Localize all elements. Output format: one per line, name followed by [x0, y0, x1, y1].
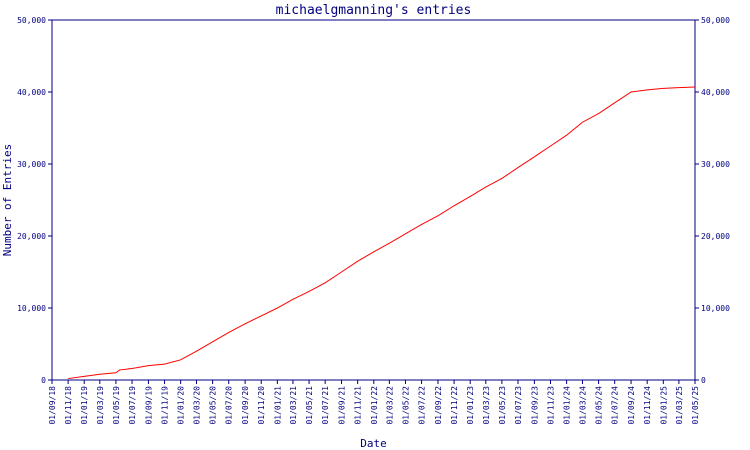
x-tick-label: 01/07/23	[514, 386, 523, 425]
x-axis: 01/09/18 01/11/18 01/01/19 01/03/19 01/05/19…	[48, 380, 700, 425]
x-tick-label: 01/11/21	[354, 386, 363, 425]
x-tick-label: 01/03/21	[289, 386, 298, 425]
x-tick-label: 01/11/19	[161, 386, 170, 425]
chart-title: michaelgmanning's entries	[276, 3, 472, 18]
x-tick-label: 01/01/21	[273, 386, 282, 425]
x-tick-label: 01/09/21	[338, 386, 347, 425]
x-tick-label: 01/03/22	[385, 386, 394, 425]
x-tick-label: 01/05/22	[401, 386, 410, 425]
y-tick-label-left: 0	[41, 376, 46, 385]
x-tick-label: 01/07/21	[321, 386, 330, 425]
x-tick-label: 01/11/22	[450, 386, 459, 425]
x-tick-label: 01/05/20	[209, 386, 218, 425]
x-tick-label: 01/05/24	[595, 386, 604, 425]
y-tick-label-left: 50,000	[17, 16, 46, 25]
x-axis-label: Date	[360, 437, 387, 450]
y-tick-label-left: 30,000	[17, 160, 46, 169]
x-tick-label: 01/07/20	[225, 386, 234, 425]
y-axis-label: Number of Entries	[1, 144, 14, 257]
y-tick-label-right: 10,000	[701, 304, 730, 313]
x-tick-label: 01/01/25	[659, 386, 668, 425]
series-line-entries	[68, 86, 696, 380]
x-tick-label: 01/09/20	[241, 386, 250, 425]
x-tick-label: 01/03/25	[675, 386, 684, 425]
x-tick-label: 01/07/24	[611, 386, 620, 425]
y-tick-label-right: 0	[701, 376, 706, 385]
x-tick-label: 01/07/22	[418, 386, 427, 425]
x-tick-label: 01/11/18	[64, 386, 73, 425]
left-y-axis: 0 10,000 20,000 30,000 40,000 50,000	[17, 16, 52, 385]
x-tick-label: 01/05/23	[498, 386, 507, 425]
x-tick-label: 01/01/20	[177, 386, 186, 425]
y-tick-label-right: 20,000	[701, 232, 730, 241]
x-tick-label: 01/05/19	[112, 386, 121, 425]
x-tick-label: 01/03/19	[96, 386, 105, 425]
y-tick-label-left: 40,000	[17, 88, 46, 97]
x-tick-label: 01/01/23	[466, 386, 475, 425]
right-y-axis: 0 10,000 20,000 30,000 40,000 50,000	[695, 16, 730, 385]
x-tick-label: 01/01/22	[370, 386, 379, 425]
x-tick-label: 01/11/24	[643, 386, 652, 425]
y-tick-label-left: 20,000	[17, 232, 46, 241]
x-tick-label: 01/01/24	[563, 386, 572, 425]
x-tick-label: 01/09/23	[530, 386, 539, 425]
plot-frame	[51, 19, 696, 381]
x-tick-label: 01/03/20	[193, 386, 202, 425]
x-tick-label: 01/01/19	[80, 386, 89, 425]
x-tick-label: 01/05/25	[691, 386, 700, 425]
x-tick-label: 01/03/23	[482, 386, 491, 425]
x-tick-label: 01/05/21	[305, 386, 314, 425]
y-tick-label-right: 30,000	[701, 160, 730, 169]
y-tick-label-right: 40,000	[701, 88, 730, 97]
x-tick-label: 01/09/18	[48, 386, 57, 425]
x-tick-label: 01/07/19	[128, 386, 137, 425]
y-tick-label-right: 50,000	[701, 16, 730, 25]
x-tick-label: 01/09/24	[627, 386, 636, 425]
x-tick-label: 01/11/23	[546, 386, 555, 425]
x-tick-label: 01/11/20	[257, 386, 266, 425]
x-tick-label: 01/09/19	[144, 386, 153, 425]
x-tick-label: 01/03/24	[578, 386, 587, 425]
y-tick-label-left: 10,000	[17, 304, 46, 313]
x-tick-label: 01/09/22	[434, 386, 443, 425]
